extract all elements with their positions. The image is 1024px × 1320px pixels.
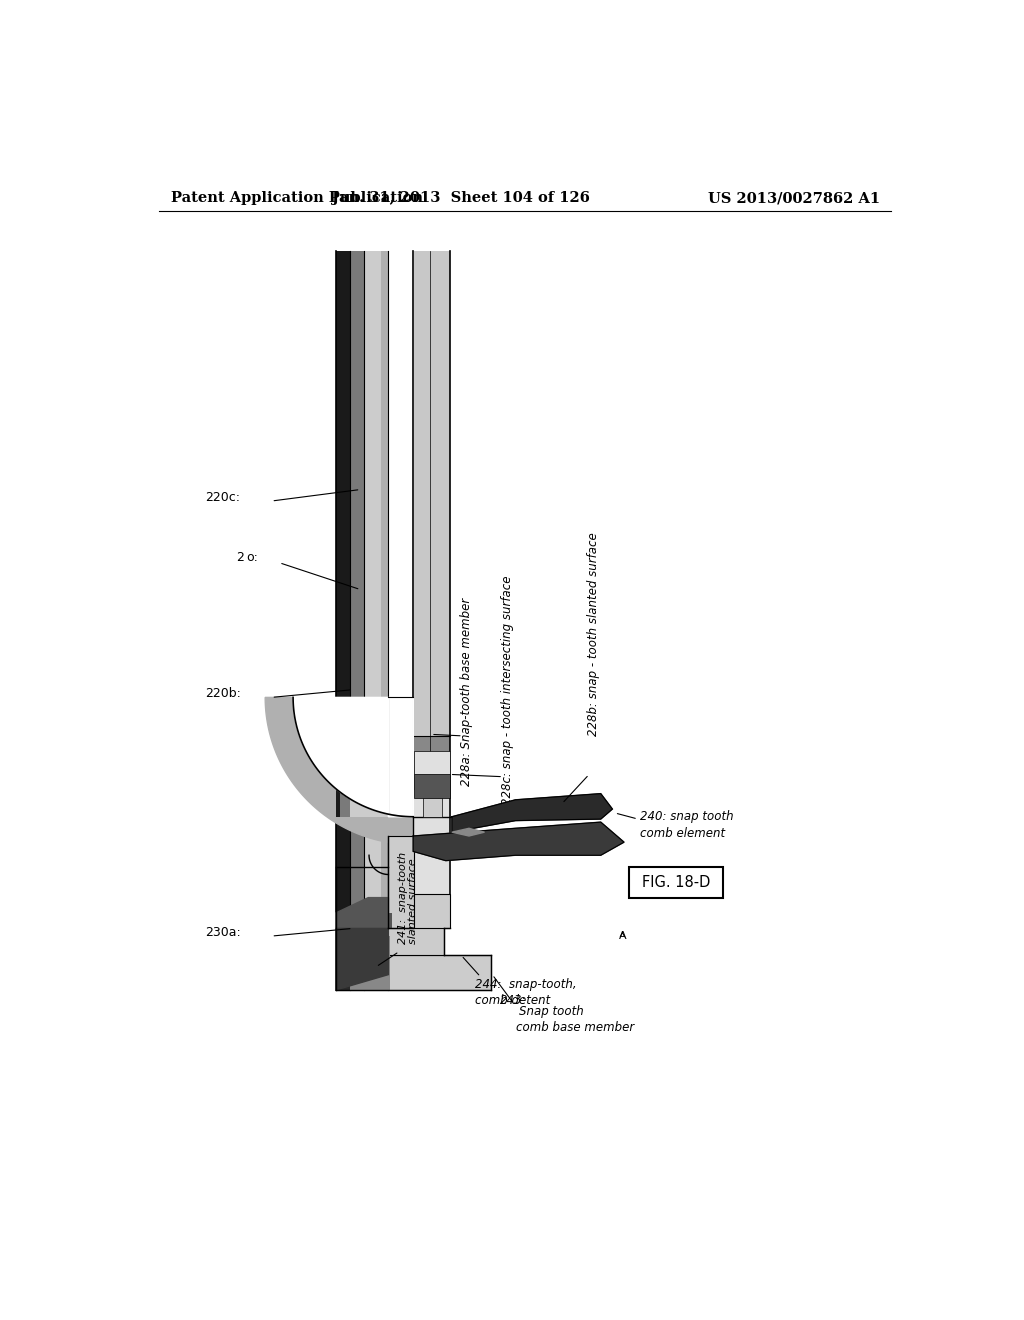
Text: FIG. 18-D: FIG. 18-D — [642, 875, 710, 890]
Bar — [336, 251, 349, 990]
Text: 244:  snap-tooth,: 244: snap-tooth, — [475, 978, 577, 991]
Bar — [336, 936, 349, 990]
FancyBboxPatch shape — [629, 867, 723, 898]
Polygon shape — [265, 697, 414, 845]
Polygon shape — [414, 822, 624, 861]
Bar — [414, 251, 449, 928]
Bar — [414, 775, 450, 797]
Text: 230a:: 230a: — [206, 925, 242, 939]
Text: comb detent: comb detent — [475, 994, 551, 1007]
Text: comb element: comb element — [640, 828, 725, 841]
Text: o:: o: — [246, 550, 258, 564]
Text: Snap tooth: Snap tooth — [519, 1006, 584, 1019]
Text: 228b: snap - tooth slanted surface: 228b: snap - tooth slanted surface — [587, 532, 599, 737]
Text: 240: snap tooth: 240: snap tooth — [640, 810, 733, 824]
Bar — [423, 797, 442, 817]
Bar — [381, 251, 388, 990]
Text: Jan. 31, 2013  Sheet 104 of 126: Jan. 31, 2013 Sheet 104 of 126 — [333, 191, 590, 206]
Polygon shape — [452, 793, 612, 832]
Bar — [414, 251, 450, 737]
Text: US 2013/0027862 A1: US 2013/0027862 A1 — [708, 191, 880, 206]
Text: 228a: Snap-tooth base member: 228a: Snap-tooth base member — [460, 598, 473, 785]
Bar — [388, 836, 414, 928]
Text: slanted surface: slanted surface — [409, 858, 418, 944]
Text: A: A — [618, 931, 627, 941]
Polygon shape — [452, 829, 484, 836]
Text: Patent Application Publication: Patent Application Publication — [171, 191, 423, 206]
Bar — [414, 737, 450, 789]
Text: 220b:: 220b: — [206, 686, 242, 700]
Bar — [336, 936, 390, 990]
Bar — [336, 913, 391, 928]
Bar — [349, 251, 364, 990]
Polygon shape — [336, 928, 388, 990]
Bar — [336, 697, 349, 817]
Text: 220c:: 220c: — [206, 491, 241, 504]
Bar — [364, 251, 381, 990]
Text: comb base member: comb base member — [515, 1020, 634, 1034]
Text: 243:: 243: — [500, 994, 526, 1007]
Text: 2: 2 — [237, 550, 245, 564]
Bar — [336, 921, 444, 956]
Polygon shape — [293, 697, 414, 817]
Bar — [336, 697, 340, 817]
Polygon shape — [336, 898, 388, 928]
Bar — [414, 894, 450, 928]
Bar — [414, 751, 450, 775]
Bar — [336, 697, 388, 817]
Bar — [336, 956, 490, 990]
Text: 241:  snap-tooth: 241: snap-tooth — [398, 851, 409, 944]
Text: 228c: snap - tooth intersecting surface: 228c: snap - tooth intersecting surface — [502, 576, 514, 805]
